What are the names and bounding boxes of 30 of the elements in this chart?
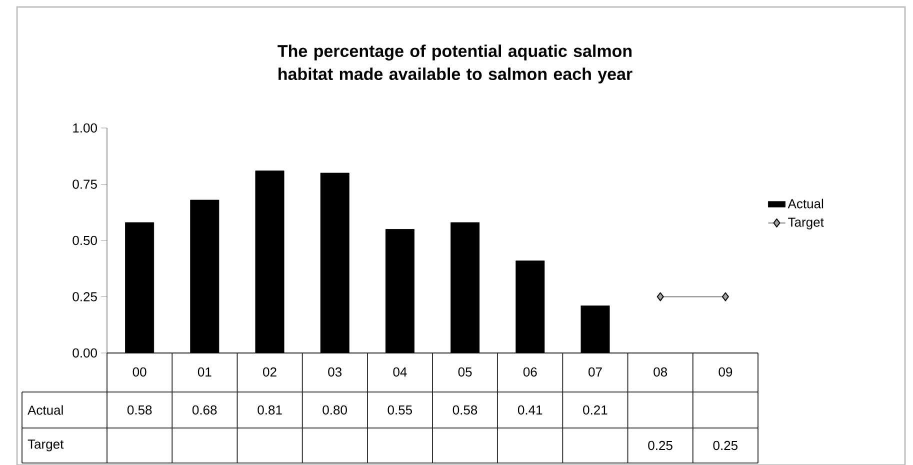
data-label: 0.25 [713, 440, 738, 450]
data-label: 0.21 [583, 405, 608, 415]
data-label: 0.58 [127, 405, 152, 415]
data-label: 0.80 [322, 405, 347, 415]
y-tick-label: 0.75 [72, 180, 97, 189]
data-label: 0.55 [388, 405, 412, 415]
x-tick-label: 06 [523, 367, 537, 377]
x-tick-label: 09 [718, 367, 732, 377]
legend-label: Target [788, 218, 824, 230]
x-tick-label: 00 [132, 367, 146, 377]
chart-title: The percentage of potential aquatic salmon habitat made available to salmon each year [278, 44, 632, 84]
y-tick-label: 0.00 [72, 348, 97, 358]
data-label: 0.68 [192, 405, 217, 415]
y-tick-label: 0.50 [72, 236, 97, 246]
x-tick-label: 04 [393, 367, 407, 377]
legend-label: Actual [788, 198, 824, 208]
y-tick-label: 1.00 [73, 123, 97, 133]
x-tick-label: 03 [328, 367, 342, 377]
text: Actual [28, 405, 63, 415]
x-tick-label: 08 [654, 367, 668, 377]
data-label: 0.41 [518, 405, 542, 415]
x-tick-label: 02 [263, 367, 276, 377]
data-label: 0.81 [258, 405, 282, 415]
data-label: 0.58 [452, 405, 478, 415]
data-label: 0.25 [648, 440, 672, 450]
x-tick-label: 07 [588, 367, 602, 377]
x-tick-label: 05 [458, 367, 472, 377]
y-tick-label: 0.25 [72, 292, 97, 302]
x-tick-label: 01 [198, 367, 212, 377]
text: Target [28, 440, 64, 452]
